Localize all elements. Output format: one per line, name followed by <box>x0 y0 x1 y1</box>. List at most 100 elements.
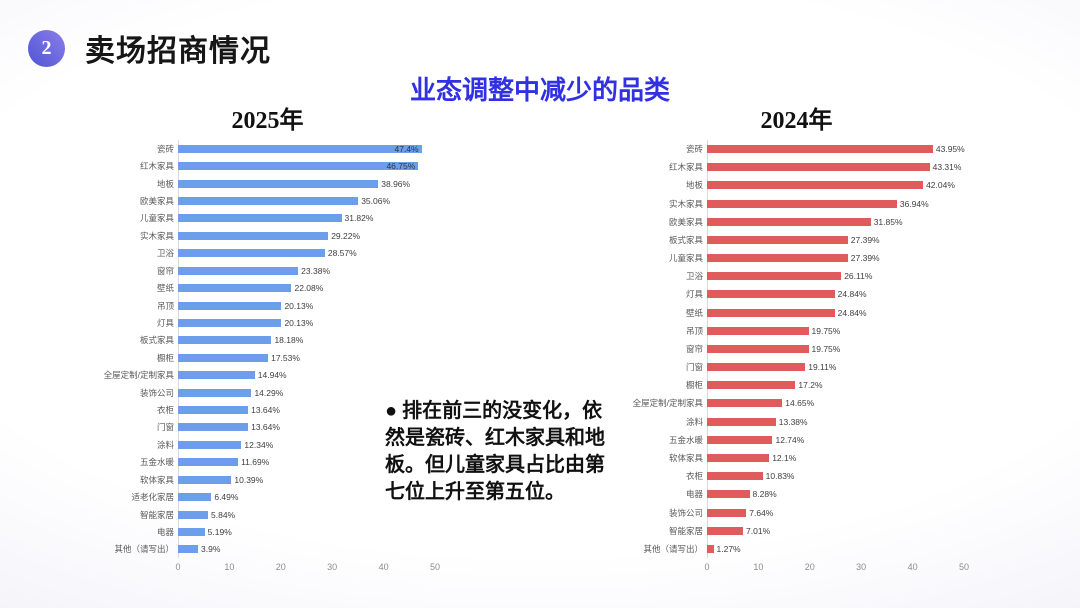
category-label: 地板 <box>685 180 703 191</box>
category-label: 欧美家具 <box>139 195 174 206</box>
category-label: 板式家具 <box>668 234 703 245</box>
category-label: 瓷砖 <box>156 143 174 154</box>
bar-row: 红木家具 43.31% <box>629 158 964 176</box>
category-label: 板式家具 <box>139 335 174 346</box>
category-label: 门窗 <box>156 422 174 433</box>
bar-row: 瓷砖 47.4% <box>100 140 435 157</box>
plot-area-2025: 瓷砖 47.4% 红木家具 46.75% 地板 38.96% 欧美家具 35.06% 儿童家具 3… <box>100 140 435 558</box>
category-label: 电器 <box>156 526 174 537</box>
value-label: 12.74% <box>775 434 805 445</box>
x-axis-tick: 50 <box>429 562 441 572</box>
value-label: 18.18% <box>274 335 304 346</box>
bar <box>178 318 282 327</box>
bar <box>178 545 199 554</box>
category-label: 壁纸 <box>685 307 703 318</box>
category-label: 瓷砖 <box>685 144 703 155</box>
value-label: 19.75% <box>811 343 841 354</box>
chart-title-2025: 2025年 <box>231 108 304 134</box>
bar <box>707 399 783 408</box>
bar-track: 12.34% <box>178 436 435 453</box>
bar-row: 灯具 24.84% <box>629 285 964 303</box>
category-label: 吊顶 <box>685 325 703 336</box>
bar <box>178 179 379 188</box>
category-label: 卫浴 <box>685 271 703 282</box>
category-label: 地板 <box>156 178 174 189</box>
value-label: 7.64% <box>749 507 774 518</box>
x-axis-2025: 0 10 20 30 40 50 <box>175 558 440 576</box>
category-label: 五金水暖 <box>139 457 174 468</box>
bar-row: 衣柜 13.64% <box>100 401 435 418</box>
value-label: 19.75% <box>811 325 841 336</box>
category-label: 适老化家居 <box>131 492 174 503</box>
bar-track: 8.28% <box>707 485 964 503</box>
bar <box>707 217 871 226</box>
bar-track: 38.96% <box>178 175 435 192</box>
x-axis-tick: 20 <box>275 562 286 572</box>
bar <box>707 381 796 390</box>
category-label: 红木家具 <box>668 162 703 173</box>
bar-track: 14.94% <box>178 366 435 383</box>
category-label: 吊顶 <box>156 300 174 311</box>
value-label: 27.39% <box>850 234 880 245</box>
bar-track: 26.11% <box>707 267 964 285</box>
value-label: 28.57% <box>327 248 357 259</box>
bar-row: 全屋定制/定制家具 14.94% <box>100 366 435 383</box>
value-label: 19.11% <box>808 362 837 373</box>
bar-row: 板式家具 18.18% <box>100 332 435 349</box>
value-label: 8.28% <box>752 489 777 500</box>
category-label: 红木家具 <box>139 161 174 172</box>
bar-row: 吊顶 19.75% <box>629 322 964 340</box>
bar-row: 门窗 13.64% <box>100 419 435 436</box>
bar <box>178 214 342 223</box>
bar: 46.75% <box>178 161 419 171</box>
chart-title-2024: 2024年 <box>760 108 833 134</box>
bar: 47.4% <box>178 144 422 154</box>
bar <box>178 301 282 310</box>
bar-track: 7.01% <box>707 522 964 540</box>
bar-row: 儿童家具 27.39% <box>629 249 964 267</box>
value-label: 23.38% <box>301 265 331 276</box>
bar-row: 实木家具 36.94% <box>629 195 964 213</box>
category-label: 欧美家具 <box>668 216 703 227</box>
bar <box>707 544 714 553</box>
bar <box>178 266 299 275</box>
bar <box>707 235 848 244</box>
bar-track: 14.29% <box>178 384 435 401</box>
bar <box>707 526 744 535</box>
category-label: 衣柜 <box>156 405 174 416</box>
value-label: 10.83% <box>765 471 795 482</box>
value-label: 13.38% <box>778 416 808 427</box>
bar-row: 红木家具 46.75% <box>100 157 435 174</box>
bar-track: 31.85% <box>707 213 964 231</box>
bar <box>178 196 359 205</box>
value-label: 13.64% <box>251 405 280 416</box>
bar <box>707 490 750 499</box>
bar-row: 软体家具 10.39% <box>100 471 435 488</box>
category-label: 衣柜 <box>685 471 703 482</box>
bar-track: 6.49% <box>178 488 435 505</box>
bar-track: 3.9% <box>178 541 435 558</box>
bar <box>178 527 205 536</box>
bar-track: 12.1% <box>707 449 964 467</box>
bar-track: 12.74% <box>707 431 964 449</box>
bar-row: 板式家具 27.39% <box>629 231 964 249</box>
value-label: 5.84% <box>211 509 236 520</box>
bar-track: 29.22% <box>178 227 435 244</box>
bar <box>707 344 809 353</box>
bar-track: 17.2% <box>707 376 964 394</box>
value-label: 43.95% <box>935 144 965 155</box>
category-label: 全屋定制/定制家具 <box>632 398 703 409</box>
category-label: 软体家具 <box>139 474 174 485</box>
value-label: 11.69% <box>241 457 270 468</box>
bar-track: 23.38% <box>178 262 435 279</box>
bar <box>707 326 809 335</box>
category-label: 灯具 <box>156 317 174 328</box>
x-axis-tick: 50 <box>958 562 970 572</box>
bar-track: 5.19% <box>178 523 435 540</box>
section-number: 2 <box>41 36 52 59</box>
bar <box>707 454 770 462</box>
bar-row: 衣柜 10.83% <box>629 467 964 485</box>
bar-row: 五金水暖 12.74% <box>629 431 964 449</box>
bar-track: 19.75% <box>707 340 964 358</box>
bar-row: 橱柜 17.2% <box>629 376 964 394</box>
